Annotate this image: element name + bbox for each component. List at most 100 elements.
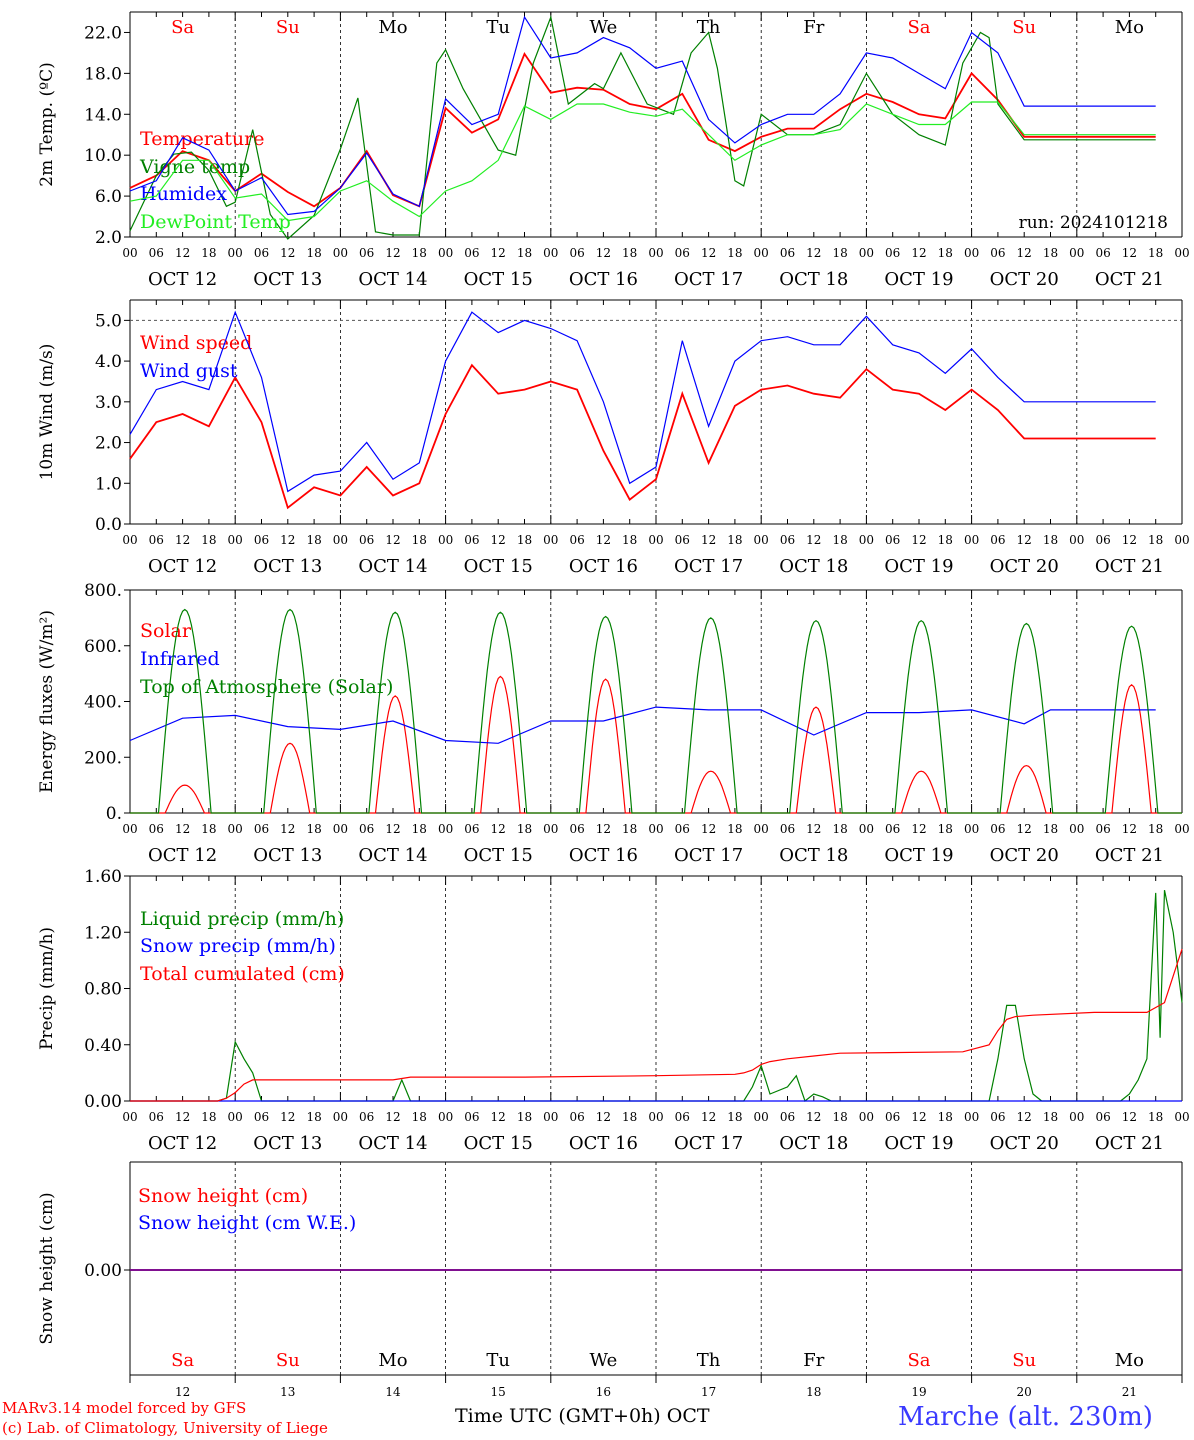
legend-label: Top of Atmosphere (Solar) — [140, 676, 393, 698]
series-line-vigne-temp — [129, 14, 1156, 240]
hour-tick-label: 18 — [1148, 822, 1163, 836]
hour-tick-label: 12 — [911, 822, 926, 836]
hour-tick-label: 18 — [1148, 246, 1163, 260]
legend-label: Temperature — [140, 128, 264, 150]
hour-tick-label: 06 — [569, 246, 584, 260]
hour-tick-label: 00 — [859, 822, 874, 836]
hour-tick-label: 18 — [727, 822, 742, 836]
hour-tick-label: 06 — [885, 822, 900, 836]
hour-tick-label: 12 — [385, 822, 400, 836]
date-label: OCT 14 — [358, 845, 427, 866]
hour-tick-label: 12 — [1017, 533, 1032, 547]
day-number-label: 18 — [806, 1385, 821, 1399]
day-name-label: Su — [276, 1350, 300, 1371]
y-axis-title: 2m Temp. (ºC) — [37, 62, 57, 187]
hour-tick-label: 00 — [333, 822, 348, 836]
date-label: OCT 17 — [674, 556, 743, 577]
hour-tick-label: 12 — [491, 246, 506, 260]
hour-tick-label: 00 — [859, 1110, 874, 1124]
day-name-label: Sa — [171, 1350, 194, 1371]
hour-tick-label: 12 — [596, 533, 611, 547]
hour-tick-label: 18 — [306, 533, 321, 547]
y-tick-label: 6.0 — [95, 187, 122, 207]
hour-tick-label: 18 — [1043, 822, 1058, 836]
hour-tick-label: 00 — [543, 533, 558, 547]
hour-tick-label: 12 — [280, 1110, 295, 1124]
hour-tick-label: 12 — [1122, 1110, 1137, 1124]
hour-tick-label: 00 — [754, 822, 769, 836]
date-label: OCT 15 — [464, 845, 533, 866]
y-tick-label: 5.0 — [95, 311, 122, 331]
hour-tick-label: 12 — [491, 822, 506, 836]
hour-tick-label: 12 — [491, 1110, 506, 1124]
hour-tick-label: 06 — [359, 822, 374, 836]
hour-tick-label: 06 — [569, 533, 584, 547]
legend-label: Total cumulated (cm) — [140, 963, 345, 985]
hour-tick-label: 18 — [938, 533, 953, 547]
day-name-label: Su — [1012, 1350, 1036, 1371]
date-label: OCT 21 — [1095, 269, 1164, 290]
hour-tick-label: 12 — [806, 1110, 821, 1124]
hour-tick-label: 12 — [175, 1110, 190, 1124]
day-name-label: Th — [697, 17, 721, 38]
hour-tick-label: 00 — [754, 246, 769, 260]
hour-tick-label: 06 — [780, 246, 795, 260]
hour-tick-label: 18 — [832, 533, 847, 547]
hour-tick-label: 12 — [1017, 822, 1032, 836]
date-label: OCT 17 — [674, 1133, 743, 1154]
credit-line-2: (c) Lab. of Climatology, University of L… — [2, 1419, 328, 1437]
hour-tick-label: 18 — [622, 822, 637, 836]
hour-tick-label: 12 — [701, 533, 716, 547]
x-axis-title-text: Time UTC (GMT+0h) — [455, 1405, 661, 1427]
day-name-label: Th — [697, 1350, 721, 1371]
hour-tick-label: 18 — [412, 822, 427, 836]
y-tick-label: 1.60 — [84, 867, 122, 887]
hour-tick-label: 00 — [1069, 246, 1084, 260]
hour-tick-label: 06 — [780, 822, 795, 836]
hour-tick-label: 00 — [543, 822, 558, 836]
series-line-top-of-atmosphere-solar- — [130, 608, 1182, 814]
date-label: OCT 18 — [779, 845, 848, 866]
hour-tick-label: 18 — [517, 246, 532, 260]
hour-tick-label: 06 — [675, 533, 690, 547]
hour-tick-label: 06 — [149, 246, 164, 260]
date-label: OCT 21 — [1095, 845, 1164, 866]
hour-tick-label: 06 — [254, 822, 269, 836]
hour-tick-label: 18 — [622, 1110, 637, 1124]
y-tick-label: 0.40 — [84, 1036, 122, 1056]
hour-tick-label: 00 — [754, 1110, 769, 1124]
hour-tick-label: 00 — [438, 822, 453, 836]
date-label: OCT 19 — [884, 269, 953, 290]
day-number-label: 12 — [175, 1385, 190, 1399]
hour-tick-label: 00 — [228, 822, 243, 836]
hour-tick-label: 18 — [832, 246, 847, 260]
legend-label: Wind speed — [140, 332, 252, 354]
hour-tick-label: 00 — [333, 246, 348, 260]
hour-tick-label: 18 — [412, 246, 427, 260]
date-label: OCT 21 — [1095, 556, 1164, 577]
day-name-label: We — [590, 17, 618, 38]
hour-tick-label: 18 — [201, 533, 216, 547]
legend-label: Snow precip (mm/h) — [140, 935, 336, 957]
hour-tick-label: 06 — [359, 533, 374, 547]
date-label: OCT 20 — [990, 269, 1059, 290]
hour-tick-label: 06 — [569, 822, 584, 836]
hour-tick-label: 00 — [228, 1110, 243, 1124]
hour-tick-label: 00 — [228, 246, 243, 260]
date-label: OCT 18 — [779, 556, 848, 577]
y-tick-label: 22.0 — [84, 23, 122, 43]
hour-tick-label: 00 — [438, 1110, 453, 1124]
date-label: OCT 20 — [990, 556, 1059, 577]
hour-tick-label: 18 — [412, 1110, 427, 1124]
hour-tick-label: 06 — [569, 1110, 584, 1124]
series-line-dewpoint-temp — [129, 101, 1156, 222]
hour-tick-label: 06 — [359, 246, 374, 260]
date-label: OCT 21 — [1095, 1133, 1164, 1154]
credit-line-1: MARv3.14 model forced by GFS — [2, 1399, 247, 1417]
day-name-label: Sa — [907, 17, 930, 38]
hour-tick-label: 06 — [990, 533, 1005, 547]
date-label: OCT 12 — [148, 556, 217, 577]
date-label: OCT 15 — [464, 556, 533, 577]
y-tick-label: 0. — [106, 804, 122, 824]
hour-tick-label: 12 — [385, 1110, 400, 1124]
